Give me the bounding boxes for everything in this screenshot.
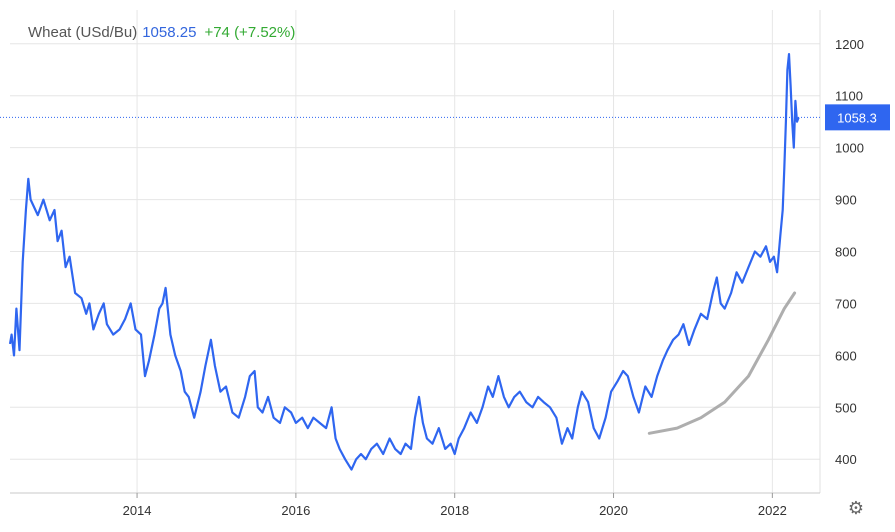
last-price-tag-label: 1058.3 <box>837 110 877 125</box>
y-tick-label: 1200 <box>835 37 864 52</box>
y-tick-label: 600 <box>835 348 857 363</box>
y-tick-label: 500 <box>835 400 857 415</box>
y-tick-label: 400 <box>835 452 857 467</box>
symbol-label: Wheat (USd/Bu) <box>28 24 138 41</box>
y-axis: 400 500 600 700 800 900 1000 1100 1200 <box>835 37 864 467</box>
last-price-tag: 1058.3 <box>825 104 890 131</box>
x-axis: 2014 2016 2018 2020 2022 <box>123 493 787 518</box>
x-tick-label: 2022 <box>758 503 787 518</box>
y-tick-label: 900 <box>835 193 857 208</box>
last-price: 1058.25 <box>142 24 197 41</box>
x-tick-label: 2016 <box>281 503 310 518</box>
chart-header: Wheat (USd/Bu) 1058.25 +74 (+7.52%) <box>28 24 295 41</box>
x-tick-label: 2018 <box>440 503 469 518</box>
last-price-tag-bg <box>825 104 890 131</box>
y-tick-label: 800 <box>835 245 857 260</box>
grid <box>10 10 821 493</box>
y-tick-label: 1100 <box>835 89 863 104</box>
y-tick-label: 700 <box>835 296 857 311</box>
y-tick-label: 1000 <box>835 141 864 156</box>
wheat-price-line <box>8 53 800 471</box>
trend-annotation <box>647 291 797 435</box>
x-tick-label: 2014 <box>123 503 152 518</box>
price-change: +74 (+7.52%) <box>204 24 296 41</box>
x-tick-label: 2020 <box>599 503 628 518</box>
gear-icon[interactable]: ⚙ <box>847 498 865 518</box>
